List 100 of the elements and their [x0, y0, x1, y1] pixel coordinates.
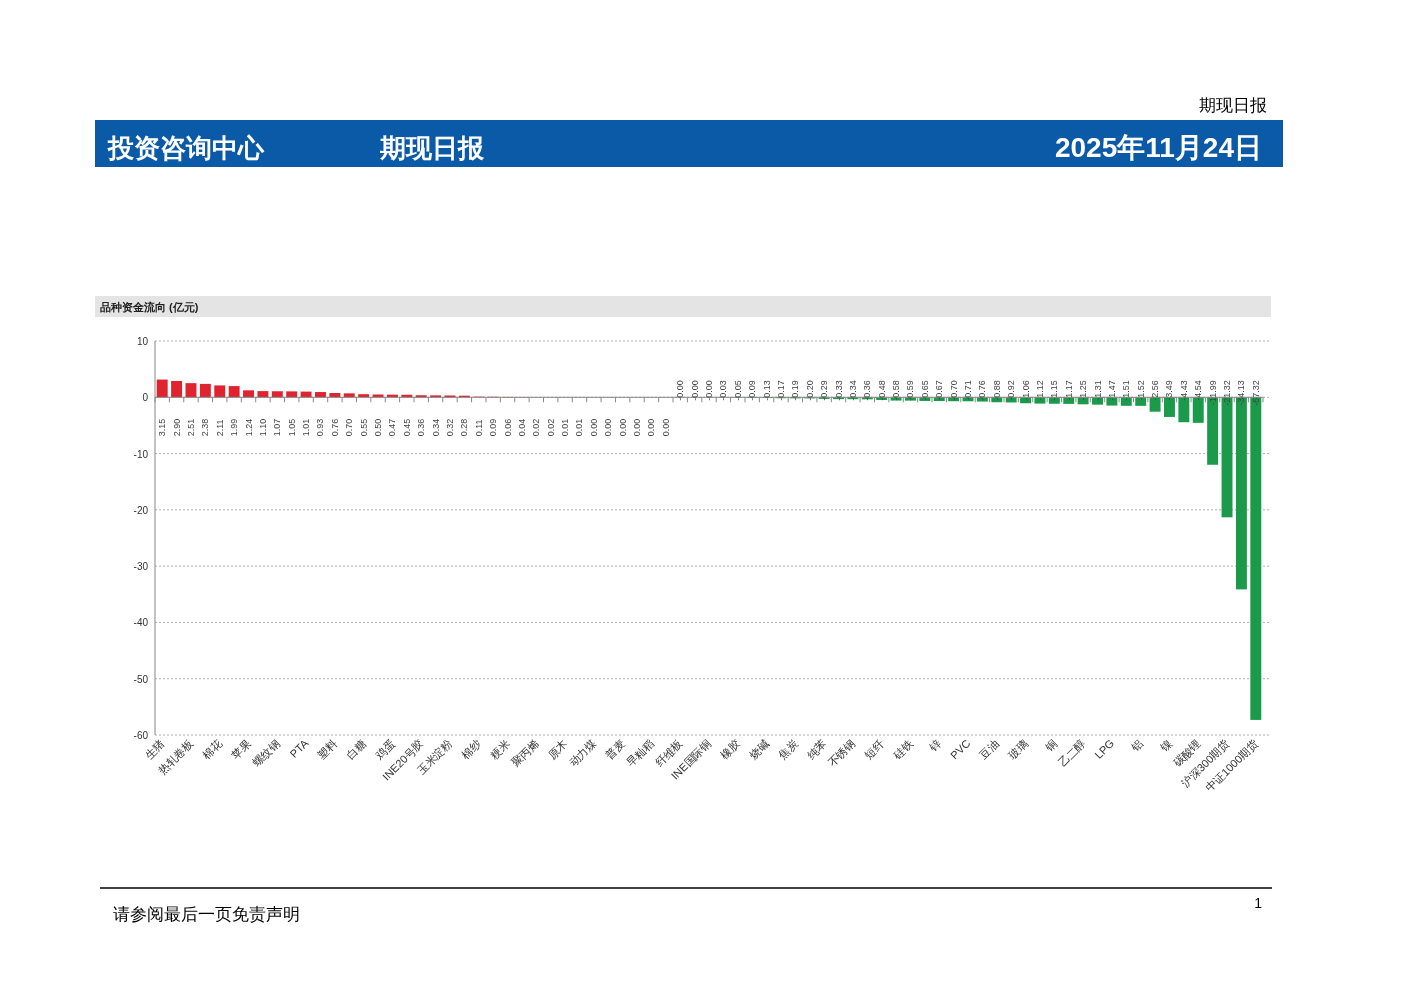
data-label: -0.36 [862, 380, 873, 401]
data-label: -1.12 [1034, 380, 1045, 401]
data-label: 0.01 [560, 418, 571, 437]
data-label: -3.49 [1164, 380, 1175, 401]
data-label: -0.76 [977, 380, 988, 401]
data-label: 0.00 [603, 418, 614, 437]
data-label: -1.47 [1106, 380, 1117, 401]
data-label: 0.00 [660, 418, 671, 437]
data-label: -0.20 [804, 380, 815, 401]
x-tick-label: 豆油 [977, 736, 1002, 761]
data-label: -1.17 [1063, 380, 1074, 401]
data-label: -21.32 [1222, 380, 1233, 406]
x-tick-label: 玻璃 [1005, 736, 1030, 761]
data-label: -4.54 [1193, 380, 1204, 401]
data-label: -57.32 [1250, 380, 1261, 406]
x-tick-label: 铝 [1128, 736, 1146, 754]
data-label: 0.00 [632, 418, 643, 437]
data-label: -0.48 [876, 380, 887, 401]
x-tick-label: 白糖 [344, 736, 369, 761]
x-tick-label: 早籼稻 [624, 736, 656, 769]
data-label: 0.76 [329, 418, 340, 437]
x-tick-label: PTA [287, 736, 311, 760]
data-label: 1.07 [272, 418, 283, 437]
data-label: -1.31 [1092, 380, 1103, 401]
y-tick-label: -30 [133, 561, 149, 573]
data-label: 0.00 [617, 418, 628, 437]
data-label: 3.15 [157, 418, 168, 437]
data-label: 0.04 [516, 418, 527, 437]
data-label: 1.01 [301, 418, 312, 437]
data-label: 0.55 [358, 418, 369, 437]
data-label: -0.92 [1006, 380, 1017, 401]
data-label: 2.11 [214, 419, 225, 437]
data-label: 0.45 [401, 418, 412, 437]
data-label: -34.13 [1236, 380, 1247, 406]
x-tick-label: 焦炭 [775, 736, 800, 761]
data-label: -0.00 [704, 380, 714, 401]
text: 期现日报 [379, 133, 485, 163]
x-tick-label: 烧碱 [746, 736, 771, 761]
data-label: -1.06 [1020, 380, 1031, 401]
data-label: 0.34 [430, 418, 441, 437]
data-label: 2.51 [185, 418, 196, 437]
x-tick-label: 镍 [1156, 736, 1174, 754]
data-label: -0.65 [919, 380, 930, 401]
data-label: -1.51 [1121, 380, 1132, 401]
data-label: 0.02 [545, 418, 556, 437]
data-label: -1.25 [1078, 380, 1089, 401]
data-label: 0.11 [473, 419, 484, 437]
data-label: 0.09 [488, 418, 499, 437]
data-label: -11.99 [1207, 380, 1218, 406]
x-tick-label: 硅铁 [890, 736, 915, 762]
data-label: -0.03 [718, 380, 729, 401]
y-tick-label: 10 [136, 336, 149, 347]
text: 投资咨询中心 [107, 133, 265, 163]
x-tick-label: 塑料 [315, 736, 340, 761]
data-label: -0.33 [833, 380, 844, 401]
data-label: 0.28 [459, 418, 470, 437]
data-label: -0.58 [891, 380, 902, 401]
x-tick-label: 短纤 [862, 736, 887, 761]
chart-title: 品种资金流向 (亿元) [100, 301, 199, 313]
y-tick-label: -20 [133, 504, 149, 516]
data-label: 0.36 [416, 418, 427, 437]
data-label: -0.67 [934, 380, 945, 401]
y-tick-label: 0 [142, 392, 149, 404]
y-tick-label: -50 [133, 673, 149, 685]
x-tick-label: 棉花 [200, 736, 225, 761]
data-label: 2.38 [200, 418, 211, 437]
data-label: -0.05 [732, 380, 743, 401]
data-label: 2.90 [171, 418, 182, 437]
x-tick-label: 棉纱 [459, 736, 484, 761]
data-label: 1.99 [229, 418, 240, 437]
data-label: 0.00 [646, 418, 657, 437]
text: 期现日报 [1199, 96, 1267, 115]
data-label: -2.56 [1150, 380, 1161, 401]
x-tick-label: 锌 [926, 736, 944, 754]
data-label: -0.13 [761, 380, 772, 401]
data-label: -0.17 [775, 380, 786, 401]
text: 请参阅最后一页免责声明 [113, 905, 300, 924]
data-label: 0.47 [387, 418, 398, 437]
data-label: -0.34 [847, 380, 858, 401]
data-label: -0.00 [675, 380, 686, 401]
data-label: -4.43 [1178, 380, 1189, 401]
data-label: -0.88 [991, 380, 1002, 401]
data-label: 0.93 [315, 418, 326, 437]
data-label: -0.19 [790, 380, 801, 401]
y-tick-label: -40 [133, 617, 149, 629]
y-tick-label: -10 [133, 448, 149, 460]
data-label: -0.09 [747, 380, 758, 401]
data-label: 0.70 [344, 418, 355, 437]
data-label: 0.50 [373, 418, 384, 437]
data-label: -0.29 [819, 380, 830, 401]
y-tick-label: -60 [133, 730, 149, 741]
data-label: 0.01 [574, 418, 585, 437]
data-label: -0.00 [689, 380, 700, 401]
x-tick-label: 不锈钢 [825, 736, 858, 769]
data-label: 0.32 [444, 418, 455, 437]
data-label: 0.02 [531, 418, 542, 437]
text: 2025年11月24日 [1054, 132, 1262, 163]
x-tick-label: 铜 [1041, 736, 1059, 754]
data-label: -0.59 [905, 380, 916, 401]
data-label: 1.05 [286, 418, 297, 437]
